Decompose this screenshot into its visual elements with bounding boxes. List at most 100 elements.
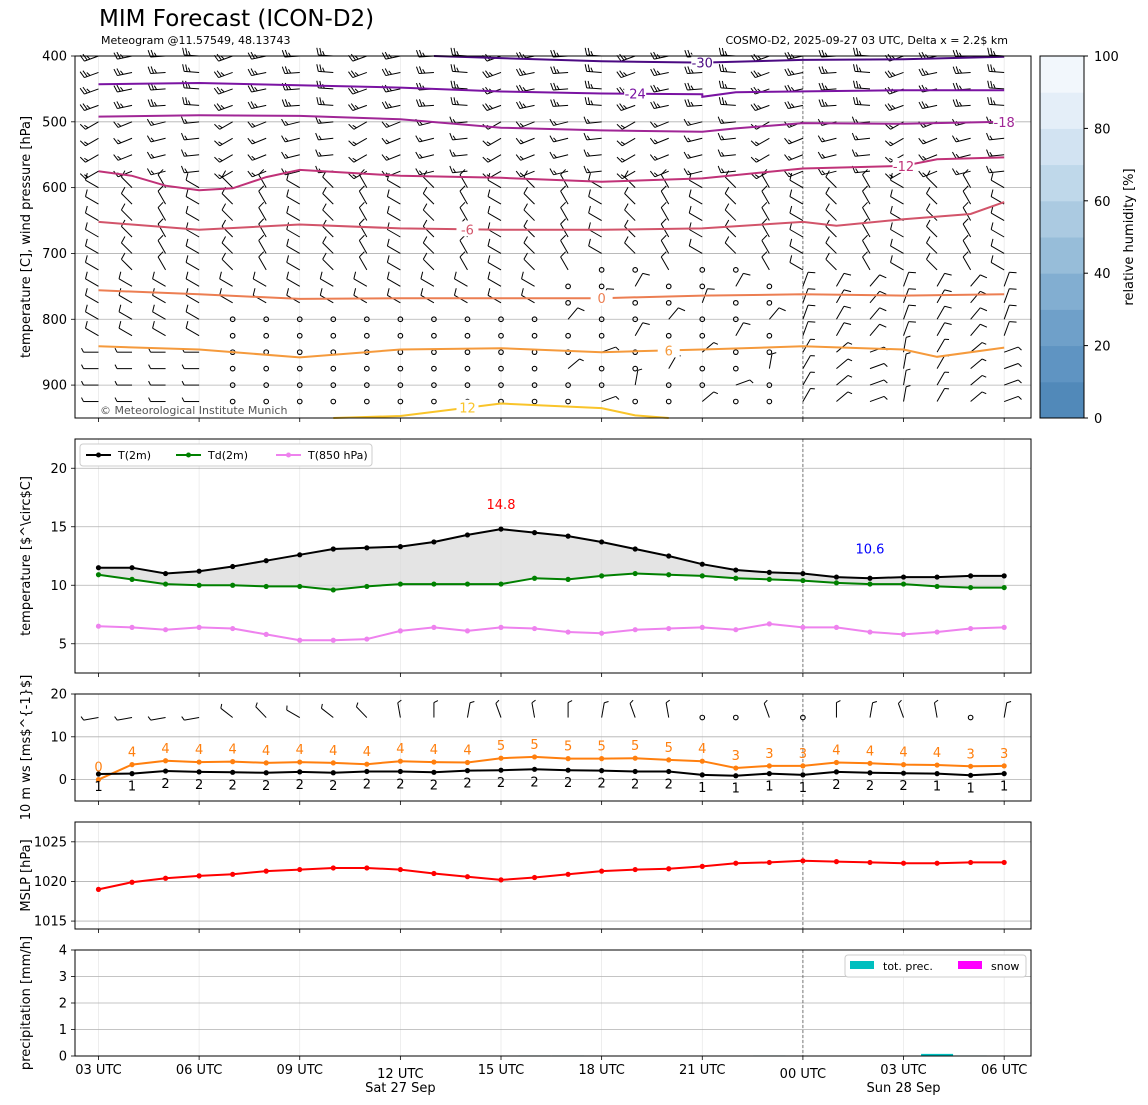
wind-barb-feather bbox=[553, 120, 557, 126]
wind-barb bbox=[121, 258, 133, 271]
wind-barb-feather bbox=[962, 169, 969, 175]
wind-barb-feather bbox=[586, 119, 591, 124]
data-point bbox=[330, 770, 336, 776]
wind-barb-feather bbox=[114, 716, 118, 721]
wind-barb-feather bbox=[216, 103, 222, 110]
calm-wind-circle bbox=[296, 365, 303, 372]
wind-barb bbox=[152, 278, 166, 287]
calm-wind-circle bbox=[598, 267, 605, 273]
data-point bbox=[699, 561, 705, 567]
wind-barb-feather bbox=[519, 139, 524, 144]
wind-barb-feather bbox=[851, 132, 856, 141]
wind-barb bbox=[990, 179, 1005, 189]
wind-barb bbox=[897, 703, 905, 718]
x-tick-label: 12 UTC bbox=[377, 1067, 423, 1082]
data-point bbox=[934, 771, 940, 777]
mean-wind-label: 2 bbox=[665, 777, 673, 792]
wind-barb-feather bbox=[456, 83, 459, 89]
wind-barb-feather bbox=[986, 132, 990, 141]
y-tick-label: 400 bbox=[42, 50, 67, 65]
wind-barb bbox=[970, 274, 981, 287]
mean-wind-label: 2 bbox=[832, 778, 840, 793]
wind-barb bbox=[1003, 395, 1019, 403]
wind-barb-feather bbox=[152, 271, 155, 279]
wind-barb bbox=[85, 179, 99, 189]
wind-barb bbox=[624, 209, 636, 221]
wind-barb bbox=[386, 121, 401, 128]
calm-wind-circle bbox=[363, 365, 370, 372]
wind-barb-feather bbox=[620, 124, 626, 129]
wind-barb bbox=[665, 702, 670, 718]
wind-barb bbox=[157, 240, 167, 254]
wind-barb bbox=[85, 278, 99, 287]
wind-barb bbox=[121, 176, 133, 188]
wind-barb-feather bbox=[818, 66, 822, 74]
wind-barb bbox=[459, 190, 468, 205]
wind-barb bbox=[869, 274, 881, 287]
colorbar-swatch bbox=[1040, 92, 1084, 129]
wind-barb bbox=[668, 355, 677, 369]
wind-barb-feather bbox=[350, 86, 356, 94]
colorbar-swatch bbox=[1040, 309, 1084, 347]
wind-barb bbox=[802, 371, 811, 386]
wind-barb-feather bbox=[784, 170, 790, 178]
gust-label: 3 bbox=[732, 749, 740, 764]
colorbar-tick-label: 100 bbox=[1094, 50, 1119, 65]
wind-barb-feather bbox=[724, 67, 728, 73]
wind-barb-feather bbox=[754, 174, 760, 178]
wind-barb-feather bbox=[182, 97, 185, 105]
wind-barb-feather bbox=[450, 97, 453, 105]
mean-wind-label: 2 bbox=[564, 776, 572, 791]
data-point bbox=[464, 759, 471, 766]
wind-barb-feather bbox=[157, 251, 164, 258]
data-point bbox=[364, 636, 370, 642]
wind-barb-feather bbox=[386, 189, 390, 197]
wind-barb-feather bbox=[890, 238, 893, 247]
wind-barb-feather bbox=[219, 288, 222, 296]
wind-barb-feather bbox=[82, 103, 88, 110]
wind-barb-feather bbox=[348, 104, 354, 111]
data-point bbox=[565, 767, 571, 773]
wind-barb-feather bbox=[567, 700, 573, 703]
wind-barb-feather bbox=[185, 172, 189, 181]
wind-barb-feather bbox=[250, 101, 255, 109]
data-point bbox=[800, 570, 806, 577]
wind-barb-feather bbox=[958, 68, 963, 74]
wind-barb bbox=[990, 245, 1005, 254]
wind-barb bbox=[322, 209, 334, 221]
calm-wind-circle bbox=[498, 332, 504, 339]
wind-barb-feather bbox=[79, 173, 86, 180]
data-point bbox=[95, 565, 102, 571]
wind-barb-feather bbox=[817, 151, 823, 159]
wind-barb-feather bbox=[958, 85, 963, 90]
wind-barb-feather bbox=[891, 105, 896, 109]
y-tick-label: 0 bbox=[59, 773, 67, 788]
data-point bbox=[900, 574, 907, 580]
calm-wind-circle bbox=[330, 382, 337, 388]
colorbar-swatch bbox=[1040, 200, 1084, 238]
wind-barb-feather bbox=[955, 82, 960, 90]
isotherm-label-bg bbox=[456, 221, 479, 237]
wind-barb-feather bbox=[515, 137, 522, 145]
wind-barb-feather bbox=[258, 201, 265, 208]
wind-barb-feather bbox=[181, 132, 185, 141]
isotherm-label: 6 bbox=[665, 344, 673, 359]
wind-barb bbox=[221, 209, 234, 221]
wind-barb bbox=[588, 212, 602, 221]
legend-marker bbox=[96, 452, 101, 458]
data-point bbox=[95, 572, 102, 578]
wind-barb-feather bbox=[784, 101, 789, 109]
wind-barb-feather bbox=[181, 116, 185, 124]
data-point bbox=[833, 580, 840, 586]
wind-barb-feather bbox=[687, 66, 691, 74]
wind-barb-feather bbox=[989, 135, 993, 140]
data-point bbox=[531, 874, 538, 881]
wind-barb bbox=[802, 388, 811, 402]
wind-barb-feather bbox=[146, 168, 152, 176]
wind-barb-feather bbox=[247, 121, 253, 128]
data-point bbox=[364, 545, 370, 551]
wind-barb bbox=[387, 196, 401, 205]
wind-barb-feather bbox=[281, 151, 286, 159]
data-point bbox=[833, 574, 840, 580]
